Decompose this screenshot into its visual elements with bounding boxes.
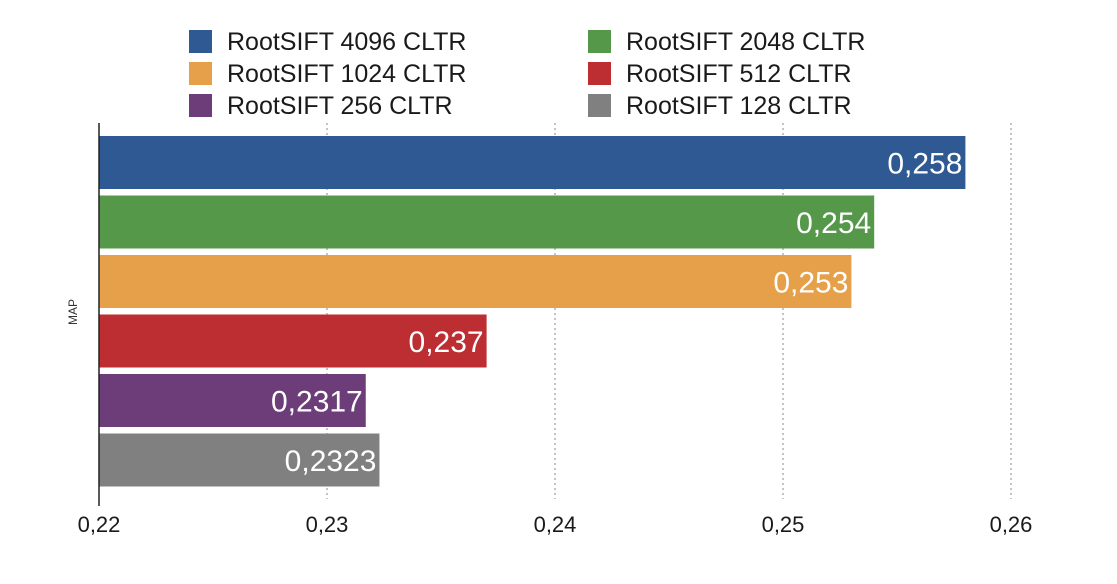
- legend-swatch: [588, 30, 611, 53]
- legend: RootSIFT 4096 CLTR RootSIFT 2048 CLTR Root…: [189, 28, 865, 120]
- legend-swatch: [588, 62, 611, 85]
- x-tick-labels: 0,22 0,23 0,24 0,25 0,26: [78, 512, 1033, 537]
- legend-label: RootSIFT 1024 CLTR: [227, 60, 466, 88]
- x-tick-label: 0,26: [990, 512, 1033, 537]
- bar: [99, 136, 966, 189]
- legend-label: RootSIFT 2048 CLTR: [626, 28, 865, 56]
- bar: [99, 314, 487, 368]
- x-tick-label: 0,24: [534, 512, 577, 537]
- legend-swatch: [588, 94, 611, 117]
- y-axis-title: MAP: [66, 299, 80, 325]
- bar: [99, 433, 380, 487]
- bar-value-label: 0,253: [773, 267, 848, 300]
- x-tick-label: 0,25: [762, 512, 805, 537]
- legend-swatch: [189, 30, 212, 53]
- legend-swatch: [189, 94, 212, 117]
- x-tick-label: 0,22: [78, 512, 121, 537]
- legend-label: RootSIFT 4096 CLTR: [227, 28, 466, 56]
- bar: [99, 255, 852, 308]
- bar-value-label: 0,258: [887, 148, 962, 181]
- bar: [99, 374, 366, 427]
- legend-label: RootSIFT 128 CLTR: [626, 92, 852, 120]
- bar: [99, 195, 875, 249]
- bar-value-label: 0,254: [796, 207, 871, 240]
- legend-label: RootSIFT 512 CLTR: [626, 60, 852, 88]
- bars: 0,258 0,254 0,253 0,237 0,2317 0,2323: [99, 136, 966, 487]
- bar-value-label: 0,2317: [271, 386, 363, 419]
- x-tick-label: 0,23: [306, 512, 349, 537]
- bar-value-label: 0,2323: [285, 445, 377, 478]
- bar-value-label: 0,237: [409, 326, 484, 359]
- legend-swatch: [189, 62, 212, 85]
- legend-label: RootSIFT 256 CLTR: [227, 92, 453, 120]
